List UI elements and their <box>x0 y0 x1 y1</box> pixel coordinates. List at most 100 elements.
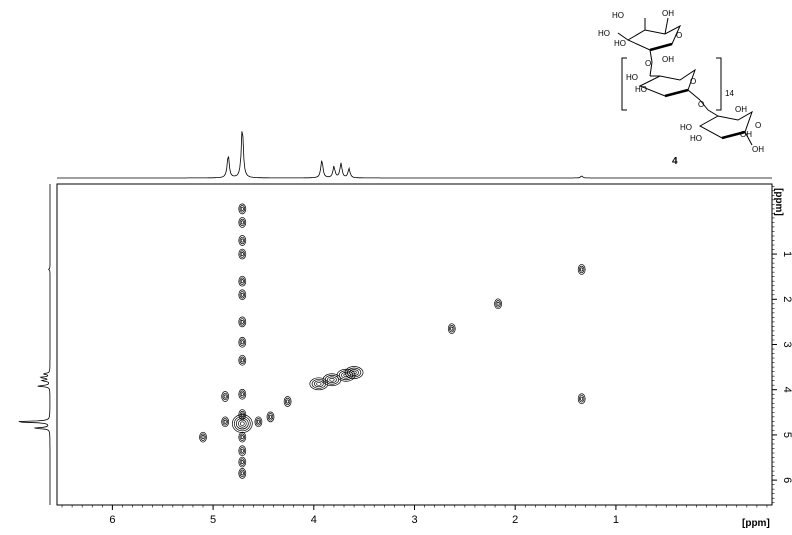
contour-ring <box>238 354 247 366</box>
contour-ring <box>283 396 292 407</box>
contour-ring <box>223 419 227 424</box>
contour-ring <box>254 416 263 428</box>
contour-ring <box>238 316 247 328</box>
left-projection-trace <box>18 184 51 505</box>
cross-peak <box>238 217 247 228</box>
contour-ring <box>201 435 205 440</box>
contour-ring <box>239 218 245 227</box>
cross-peak <box>283 396 292 407</box>
structure-right-bracket <box>716 57 722 111</box>
top-projection-trace <box>57 131 772 179</box>
contour-ring <box>240 340 244 345</box>
cross-peak <box>238 289 247 301</box>
plot-frame <box>56 183 773 506</box>
cross-peak <box>309 377 329 391</box>
structure-label: OH <box>752 145 764 154</box>
y-axis-ticks: 1 2 3 4 5 6 <box>772 185 792 504</box>
compound-number: 4 <box>672 156 678 167</box>
contour-ring <box>223 394 227 399</box>
contour-ring <box>324 374 340 385</box>
structure-label: HO <box>680 123 692 132</box>
contour-ring <box>239 277 245 285</box>
contour-ring <box>316 381 322 386</box>
x-tick-label: 1 <box>613 514 619 526</box>
structure-label: O <box>755 121 761 130</box>
contour-ring <box>322 373 342 387</box>
structure-ring-1 <box>626 24 682 51</box>
structure-ring-2 <box>638 68 696 97</box>
cross-peak <box>238 388 247 400</box>
contour-ring <box>240 435 244 440</box>
cross-peak <box>221 416 230 428</box>
structure-ring-3-bold <box>721 130 746 140</box>
cross-peak <box>238 445 247 457</box>
structure-label: O <box>676 31 682 40</box>
contour-ring <box>239 338 245 346</box>
contour-ring <box>341 371 351 379</box>
contour-ring <box>239 421 245 426</box>
contour-ring <box>349 369 359 376</box>
contour-ring <box>238 203 247 215</box>
contour-ring <box>200 433 206 441</box>
structure-label: O <box>690 77 696 86</box>
structure-label: HO <box>635 85 647 94</box>
x-tick-label: 4 <box>311 514 317 526</box>
cross-peak <box>238 431 247 443</box>
contour-ring <box>329 377 335 382</box>
contour-ring <box>266 411 275 423</box>
contour-ring <box>313 380 324 388</box>
cross-peak <box>322 373 342 387</box>
contour-ring <box>239 433 245 441</box>
structure-label: HO <box>598 29 610 38</box>
contour-ring <box>495 300 501 308</box>
contour-ring <box>344 366 364 379</box>
contour-ring <box>238 445 247 457</box>
cross-peak <box>199 431 207 443</box>
contour-ring <box>237 419 247 428</box>
contour-ring <box>238 289 247 301</box>
left-projection-spectrum <box>18 184 51 505</box>
contour-ring <box>239 458 245 466</box>
contour-ring <box>239 390 245 398</box>
contour-ring <box>235 417 249 430</box>
contour-ring <box>240 238 244 243</box>
contour-ring <box>239 318 245 326</box>
y-tick-label: 2 <box>781 296 792 302</box>
contour-ring <box>449 324 455 333</box>
y-tick-label: 4 <box>781 387 792 393</box>
structure-label: OH <box>740 130 752 139</box>
contour-ring <box>239 205 245 213</box>
cross-peak <box>238 248 247 260</box>
contour-ring <box>240 252 244 257</box>
contour-ring <box>238 431 247 443</box>
contour-ring <box>580 396 584 401</box>
contour-ring <box>578 265 585 274</box>
structure-ring-1-bold <box>649 42 673 52</box>
contour-ring <box>238 409 247 420</box>
contour-ring <box>577 393 586 405</box>
cross-peak <box>238 203 247 215</box>
cross-peaks <box>199 203 586 479</box>
contour-ring <box>239 447 245 455</box>
top-projection-spectrum <box>57 131 772 179</box>
structure-label: OH <box>662 9 674 18</box>
cross-peak <box>238 316 247 328</box>
contour-ring <box>222 418 228 426</box>
cross-peak <box>231 414 253 433</box>
contour-ring <box>240 358 244 363</box>
repeat-count: 14 <box>725 89 734 98</box>
structure-ring-2-bold <box>664 88 689 98</box>
cross-peak <box>238 336 247 348</box>
x-axis-label: [ppm] <box>742 518 770 529</box>
contour-ring <box>327 376 337 384</box>
contour-ring <box>346 367 362 378</box>
contour-ring <box>267 413 274 421</box>
contour-ring <box>238 456 247 468</box>
contour-ring <box>238 388 247 400</box>
contour-ring <box>240 206 244 211</box>
cross-peak <box>254 416 263 428</box>
contour-ring <box>447 323 456 335</box>
contour-ring <box>286 399 290 404</box>
contour-ring <box>268 414 273 419</box>
cross-peak <box>344 366 364 379</box>
